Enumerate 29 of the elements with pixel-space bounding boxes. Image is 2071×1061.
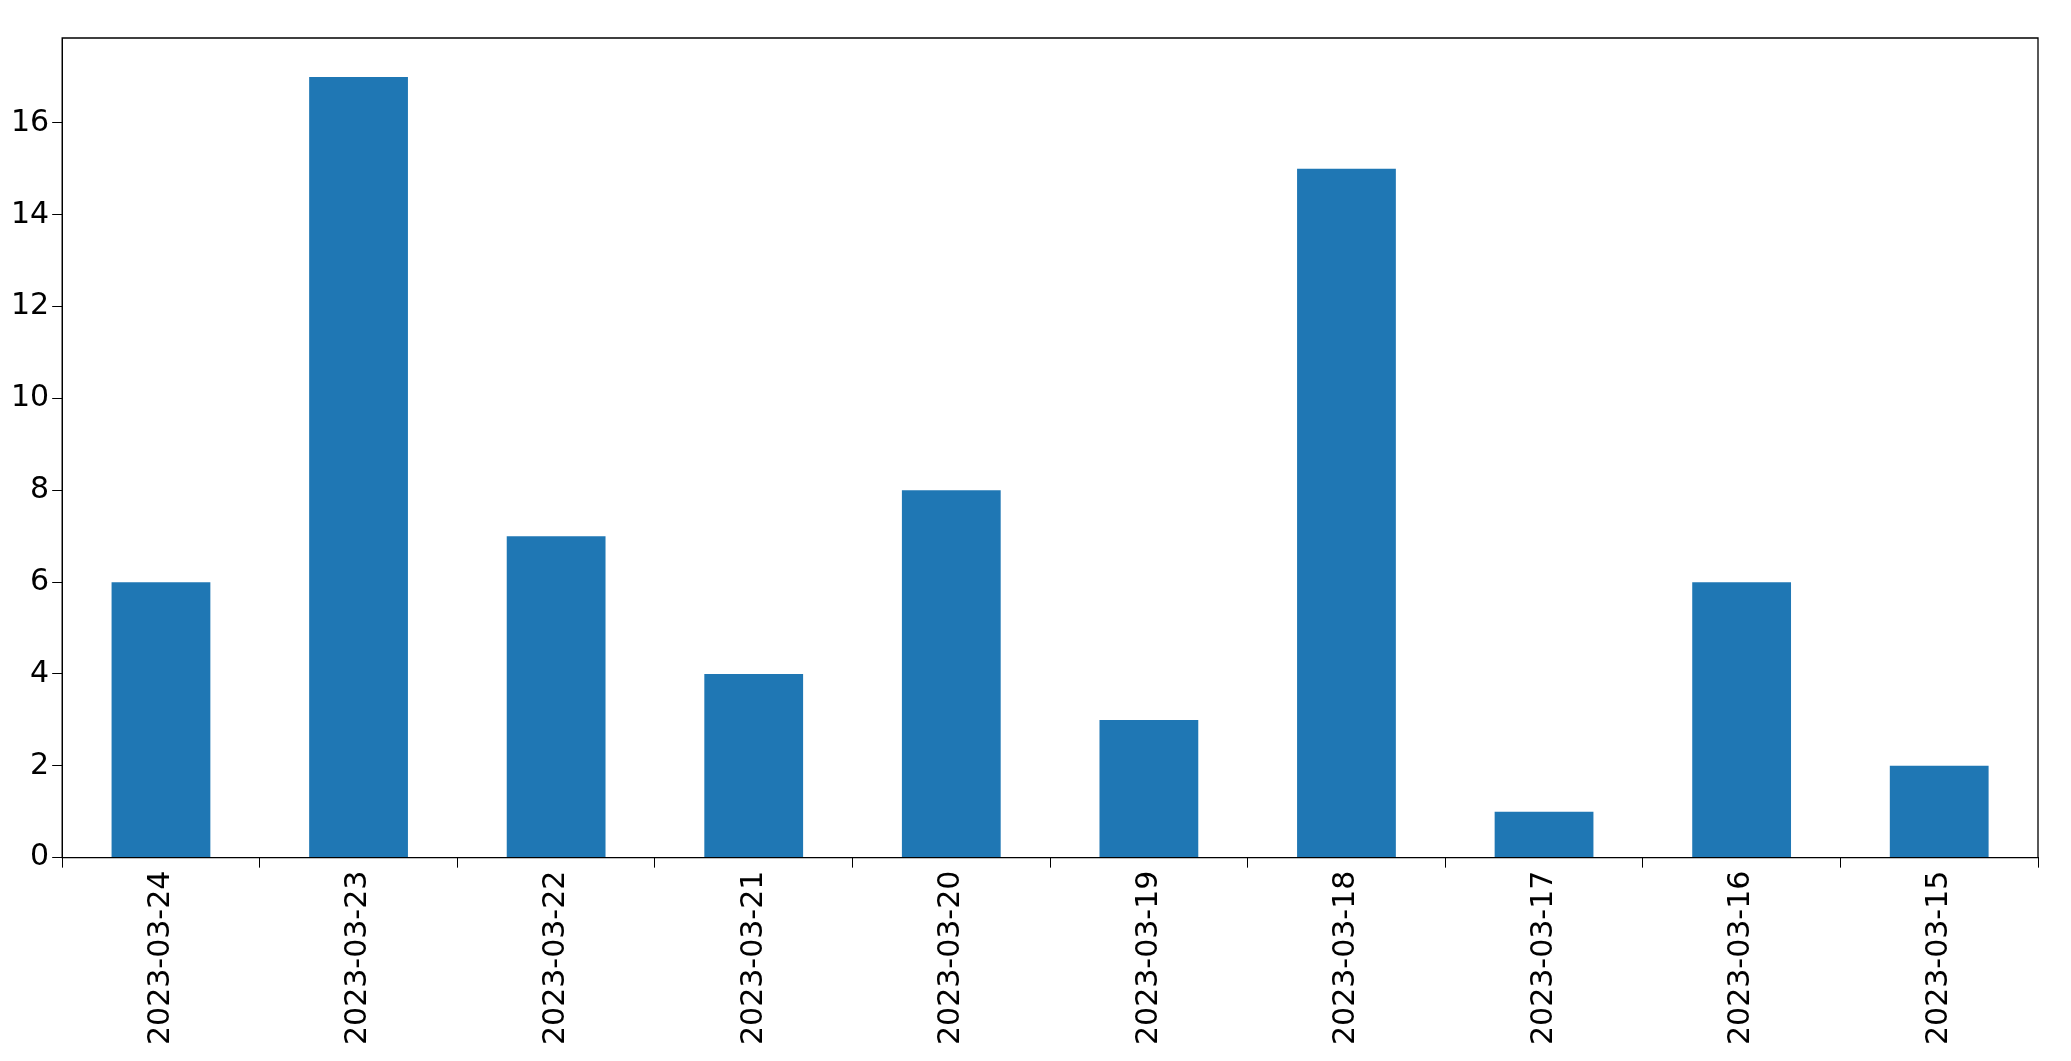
x-tick-label: 2023-03-19	[1128, 870, 1164, 1046]
bar	[1099, 719, 1199, 858]
bar	[1297, 168, 1396, 858]
y-tick-label: 2	[30, 745, 50, 781]
bar	[309, 77, 408, 858]
y-tick-label: 16	[10, 102, 50, 138]
bar	[506, 536, 606, 858]
bar	[1889, 765, 1989, 858]
x-tick-label: 2023-03-17	[1523, 870, 1559, 1046]
y-tick-label: 0	[30, 837, 50, 873]
y-tick-label: 6	[30, 561, 50, 597]
y-tick-label: 8	[30, 470, 50, 506]
x-tick-label: 2023-03-23	[338, 870, 374, 1046]
x-tick-label: 2023-03-20	[931, 870, 967, 1046]
y-tick-label: 4	[30, 653, 50, 689]
bar	[1494, 811, 1594, 858]
x-tick-label: 2023-03-21	[733, 870, 769, 1046]
bar	[901, 490, 1001, 858]
bar	[111, 582, 211, 858]
y-tick-label: 14	[10, 194, 50, 230]
bar	[704, 673, 804, 858]
x-tick-label: 2023-03-24	[140, 870, 176, 1046]
y-tick-label: 12	[10, 286, 50, 322]
y-tick-label: 10	[10, 378, 50, 414]
x-tick-label: 2023-03-18	[1326, 870, 1362, 1046]
x-tick-label: 2023-03-16	[1721, 870, 1757, 1046]
x-tick-label: 2023-03-22	[535, 870, 571, 1046]
x-tick-label: 2023-03-15	[1919, 870, 1955, 1046]
bar	[1692, 582, 1792, 858]
